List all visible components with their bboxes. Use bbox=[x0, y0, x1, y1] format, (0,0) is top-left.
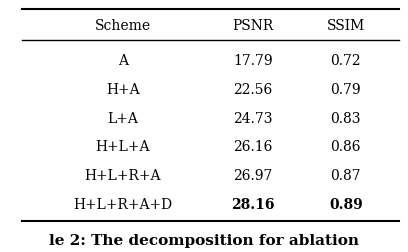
Text: 17.79: 17.79 bbox=[233, 54, 273, 68]
Text: 26.97: 26.97 bbox=[233, 169, 272, 183]
Text: H+L+A: H+L+A bbox=[96, 140, 150, 154]
Text: 0.72: 0.72 bbox=[330, 54, 361, 68]
Text: Scheme: Scheme bbox=[95, 19, 151, 33]
Text: 0.79: 0.79 bbox=[330, 83, 361, 97]
Text: 0.89: 0.89 bbox=[329, 198, 363, 211]
Text: H+L+R+A: H+L+R+A bbox=[85, 169, 161, 183]
Text: A: A bbox=[118, 54, 128, 68]
Text: SSIM: SSIM bbox=[327, 19, 365, 33]
Text: 22.56: 22.56 bbox=[233, 83, 272, 97]
Text: 0.87: 0.87 bbox=[330, 169, 361, 183]
Text: 0.83: 0.83 bbox=[330, 112, 361, 125]
Text: le 2: The decomposition for ablation: le 2: The decomposition for ablation bbox=[49, 234, 359, 248]
Text: 28.16: 28.16 bbox=[231, 198, 274, 211]
Text: 24.73: 24.73 bbox=[233, 112, 273, 125]
Text: PSNR: PSNR bbox=[232, 19, 273, 33]
Text: H+L+R+A+D: H+L+R+A+D bbox=[73, 198, 173, 211]
Text: L+A: L+A bbox=[108, 112, 138, 125]
Text: 0.86: 0.86 bbox=[330, 140, 361, 154]
Text: 26.16: 26.16 bbox=[233, 140, 272, 154]
Text: H+A: H+A bbox=[106, 83, 140, 97]
